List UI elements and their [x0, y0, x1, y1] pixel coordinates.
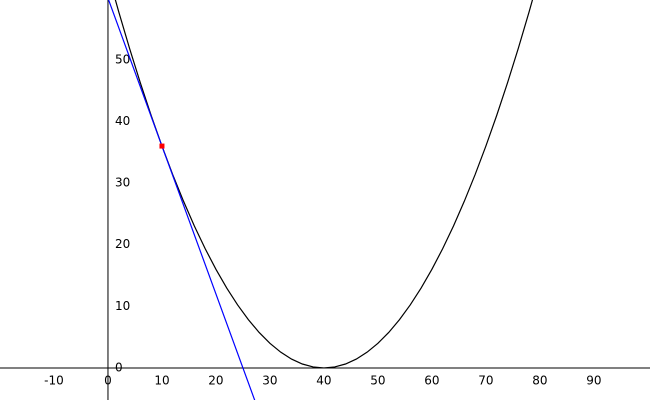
- x-tick-label: 80: [532, 373, 547, 387]
- y-tick-label: 40: [115, 114, 130, 128]
- y-tick-label: 0: [115, 360, 123, 374]
- y-tick-label: 20: [115, 237, 130, 251]
- x-tick-label: 40: [316, 373, 331, 387]
- x-tick-label: 60: [424, 373, 439, 387]
- y-tick-label: 10: [115, 299, 130, 313]
- y-tick-label: 50: [115, 52, 130, 66]
- x-tick-label: 30: [262, 373, 277, 387]
- x-tick-label: 0: [104, 373, 112, 387]
- point: [159, 143, 165, 149]
- x-tick-label: 10: [154, 373, 169, 387]
- x-tick-label: 20: [208, 373, 223, 387]
- x-tick-label: 70: [478, 373, 493, 387]
- curve: [108, 0, 256, 400]
- curve: [114, 0, 534, 369]
- y-tick-label: 30: [115, 176, 130, 190]
- x-tick-label: 90: [586, 373, 601, 387]
- x-tick-label: 50: [370, 373, 385, 387]
- x-tick-label: -10: [44, 373, 64, 387]
